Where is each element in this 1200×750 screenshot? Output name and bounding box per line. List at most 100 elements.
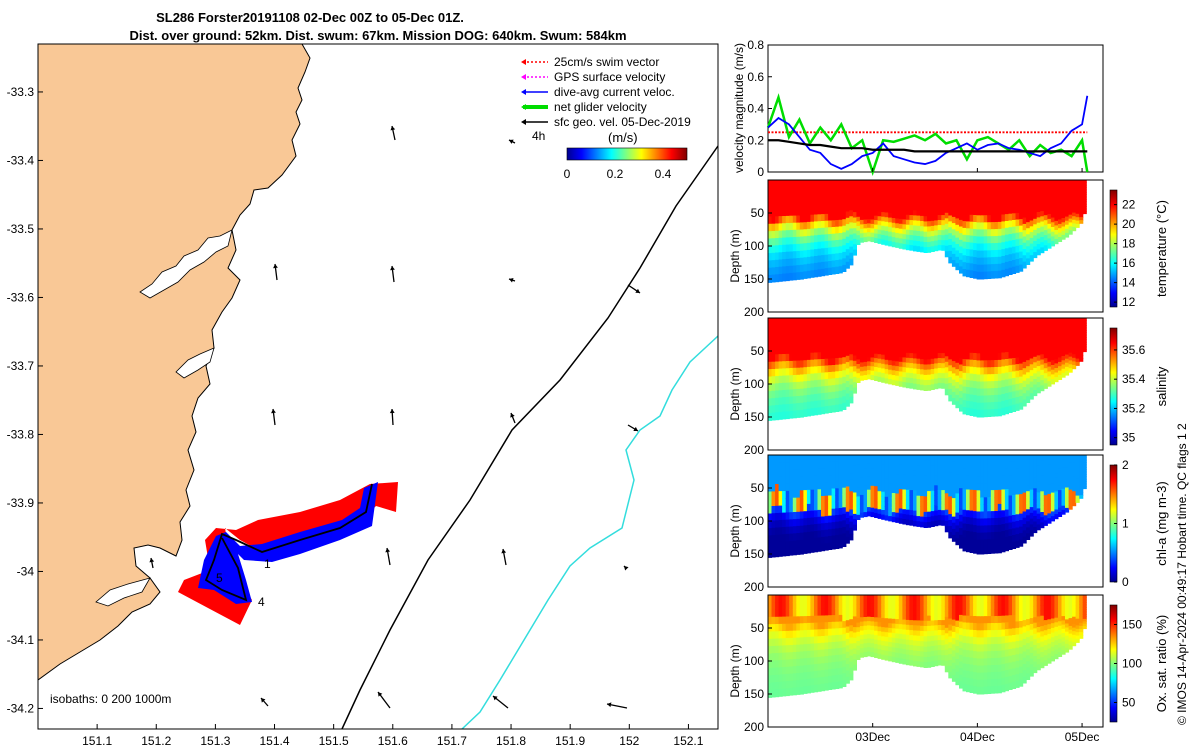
section-cell [955, 461, 960, 469]
section-cell [934, 490, 939, 496]
section-cell [980, 609, 985, 617]
section-cell [852, 387, 857, 394]
section-cell [863, 210, 868, 216]
section-cell [785, 476, 790, 485]
section-cell [782, 455, 787, 463]
section-cell [909, 600, 914, 606]
section-cell [821, 523, 826, 531]
section-cell [870, 595, 875, 600]
section-cell [987, 483, 992, 491]
section-cell [1036, 371, 1041, 378]
section-cell [959, 266, 964, 274]
section-cell [934, 615, 939, 621]
section-cell [966, 496, 971, 504]
section-cell [845, 217, 850, 225]
section-cell [803, 318, 808, 326]
section-cell [778, 541, 783, 550]
section-cell [1004, 393, 1009, 401]
section-cell [927, 511, 932, 518]
section-cell [1061, 480, 1066, 486]
section-cell [1036, 180, 1041, 186]
section-cell [789, 666, 794, 675]
section-cell [867, 608, 872, 613]
section-cell [842, 647, 847, 655]
section-cell [870, 188, 875, 194]
section-cell [990, 257, 995, 265]
section-cell [1019, 647, 1024, 655]
section-cell [898, 238, 903, 244]
section-cell [828, 542, 833, 550]
section-cell [920, 185, 925, 191]
section-cell [969, 545, 974, 553]
section-cell [937, 645, 942, 651]
section-cell [775, 383, 780, 392]
section-cell [842, 595, 847, 603]
section-cell [909, 620, 914, 626]
section-cell [821, 461, 826, 470]
section-cell [1004, 352, 1009, 360]
section-cell [980, 187, 985, 195]
section-cell [792, 325, 797, 333]
section-cell [990, 462, 995, 470]
section-cell [881, 340, 886, 347]
section-cell [789, 325, 794, 333]
section-cell [948, 197, 953, 205]
section-cell [849, 655, 854, 663]
section-cell [867, 472, 872, 478]
section-cell [948, 233, 953, 240]
section-cell [937, 470, 942, 476]
section-cell [934, 225, 939, 231]
section-cell [955, 394, 960, 402]
section-cell [859, 211, 864, 217]
section-cell [944, 649, 949, 656]
geo-arrow-head [635, 288, 640, 293]
section-cell [796, 637, 801, 646]
section-cell [838, 534, 843, 542]
section-cell [877, 513, 882, 519]
section-cell [1004, 595, 1009, 603]
section-cell [775, 390, 780, 399]
section-cell [849, 186, 854, 193]
section-cell [923, 221, 928, 228]
section-cell [976, 250, 981, 259]
section-cell [1068, 497, 1073, 502]
section-cell [966, 387, 971, 395]
section-cell [852, 632, 857, 639]
section-cell [941, 235, 946, 241]
section-cell [1068, 501, 1073, 506]
section-cell [810, 408, 815, 416]
section-cell [930, 363, 935, 370]
section-cell [944, 318, 949, 325]
velocity-ytick-label: 0.4 [747, 102, 764, 116]
section-cell [994, 201, 999, 209]
section-cell [973, 381, 978, 389]
section-cell [1004, 318, 1009, 326]
section-cell [1079, 214, 1084, 218]
section-cell [1012, 488, 1017, 496]
section-cell [877, 626, 882, 632]
section-cell [785, 630, 790, 639]
section-cell [849, 210, 854, 217]
section-cell [997, 531, 1002, 540]
section-cell [1068, 337, 1073, 342]
section-cell [909, 490, 914, 496]
section-cell [955, 467, 960, 475]
section-cell [966, 615, 971, 624]
section-cell [817, 234, 822, 243]
section-cell [1001, 608, 1006, 617]
section-cell [1050, 365, 1055, 371]
section-cell [1054, 377, 1059, 383]
section-cell [877, 495, 882, 501]
section-cell [821, 649, 826, 657]
section-cell [775, 616, 780, 625]
section-cell [983, 402, 988, 411]
section-cell [973, 644, 978, 652]
section-cell [927, 354, 932, 360]
section-cell [1001, 331, 1006, 340]
section-cell [768, 376, 773, 385]
section-cell [792, 229, 797, 238]
section-cell [1026, 348, 1031, 355]
section-cell [902, 180, 907, 186]
section-cell [941, 210, 946, 216]
section-cell [842, 679, 847, 687]
